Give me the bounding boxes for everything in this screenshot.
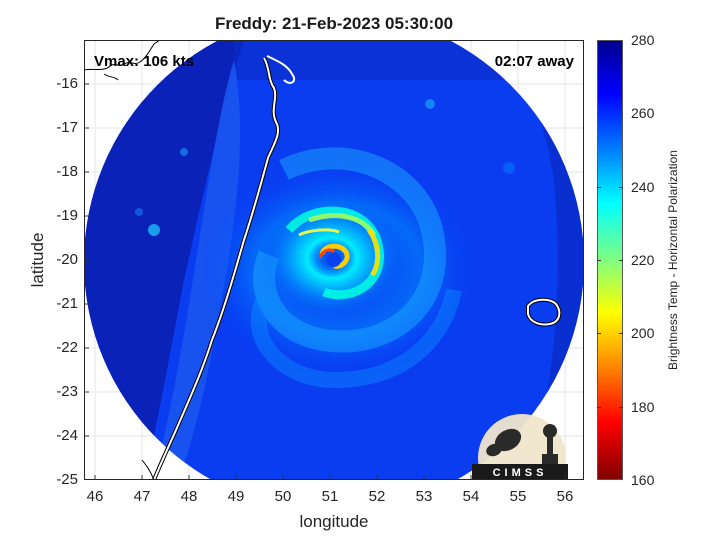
reunion-island-outline bbox=[526, 297, 562, 327]
y-tick-label: -23 bbox=[56, 383, 78, 400]
colorbar-tick-label: 180 bbox=[631, 399, 655, 415]
brightness-temp-swath bbox=[84, 40, 584, 480]
x-tick-label: 53 bbox=[415, 488, 433, 505]
colorbar-tick-label: 220 bbox=[631, 252, 655, 268]
time-away-annotation: 02:07 away bbox=[494, 53, 574, 70]
y-tick-label: -24 bbox=[56, 427, 78, 444]
map-axes-border bbox=[84, 40, 584, 480]
y-tick-label: -22 bbox=[56, 339, 78, 356]
x-tick-label: 46 bbox=[86, 488, 104, 505]
y-tick-label: -17 bbox=[56, 119, 78, 136]
x-tick-label: 49 bbox=[227, 488, 245, 505]
y-tick-label: -18 bbox=[56, 163, 78, 180]
colorbar-tick-label: 200 bbox=[631, 325, 655, 341]
x-tick-label: 47 bbox=[133, 488, 151, 505]
y-tick-label: -25 bbox=[56, 471, 78, 488]
x-tick-label: 55 bbox=[509, 488, 527, 505]
x-tick-label: 51 bbox=[321, 488, 339, 505]
x-tick-label: 54 bbox=[462, 488, 480, 505]
x-tick-label: 50 bbox=[274, 488, 292, 505]
x-axis-label: longitude bbox=[299, 512, 369, 531]
y-axis-label: latitude bbox=[28, 232, 47, 288]
y-tick-label: -16 bbox=[56, 75, 78, 92]
x-tick-label: 48 bbox=[180, 488, 198, 505]
map-plot-area: CIMSS bbox=[84, 40, 584, 480]
y-tick-label: -20 bbox=[56, 251, 78, 268]
madagascar-coastline bbox=[141, 55, 296, 480]
colorbar-tick-label: 260 bbox=[631, 105, 655, 121]
map-title: Freddy: 21-Feb-2023 05:30:00 bbox=[214, 14, 454, 33]
colorbar-tick-label: 280 bbox=[631, 32, 655, 48]
x-tick-label: 52 bbox=[368, 488, 386, 505]
y-tick-label: -21 bbox=[56, 295, 78, 312]
vmax-annotation: Vmax: 106 kts bbox=[94, 53, 195, 70]
colorbar-tick-label: 240 bbox=[631, 179, 655, 195]
colorbar-label: Brightness Temp - Horizontal Polarizatio… bbox=[666, 150, 680, 370]
cimss-logo-text: CIMSS bbox=[493, 467, 548, 479]
colorbar-tick-label: 160 bbox=[631, 472, 655, 488]
y-tick-label: -19 bbox=[56, 207, 78, 224]
x-tick-label: 56 bbox=[556, 488, 574, 505]
cimss-logo-icon: CIMSS bbox=[472, 414, 568, 480]
